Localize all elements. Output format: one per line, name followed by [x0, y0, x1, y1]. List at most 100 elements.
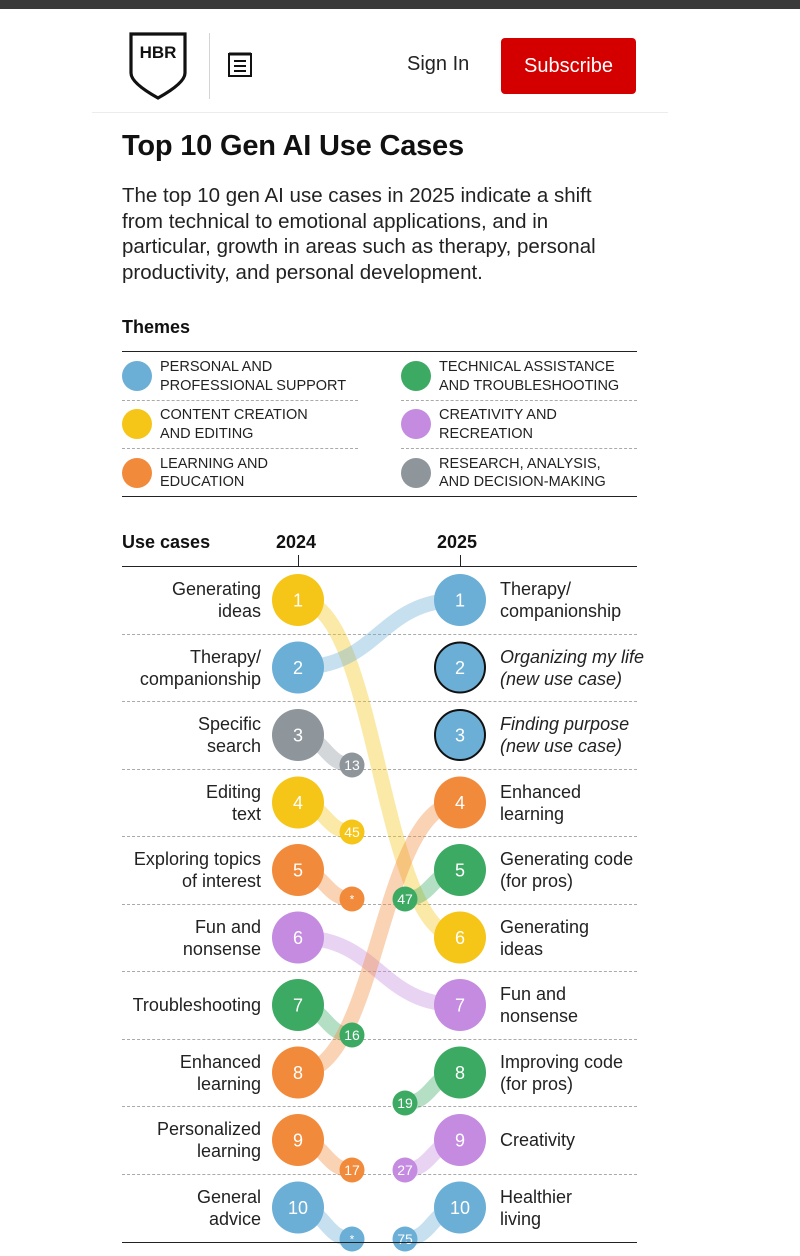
- theme-separator: [401, 448, 637, 450]
- year-2024-tick: [298, 555, 299, 567]
- flow-2024-rank-8: [290, 795, 468, 1080]
- use-case-2024-label: Personalized learning: [156, 1119, 261, 1161]
- use-case-2025-label: Finding purpose (new use case): [500, 714, 630, 756]
- theme-separator: [401, 400, 637, 401]
- theme-creativity: Creativity and recreation: [401, 400, 631, 448]
- rank-2025-circle-7-circle: [434, 979, 486, 1031]
- rank-2024-circle-10: 10: [272, 1181, 324, 1234]
- use-case-2025-label: Generating code (for pros): [500, 849, 634, 891]
- exit-marker-17-circle: [339, 1157, 365, 1183]
- rank-2025-circle-10-text: 10: [450, 1198, 470, 1218]
- rank-2025-circle-6-text: 6: [455, 928, 465, 948]
- rank-2024-circle-5-text: 5: [293, 860, 303, 880]
- rank-2024-circle-5-circle: [272, 844, 324, 896]
- rank-2025-circle-1-circle: [434, 574, 486, 626]
- rank-2025-circle-6: 6: [434, 911, 486, 964]
- theme-learning: Learning and education: [122, 449, 352, 497]
- use-case-2025-label: Improving code (for pros): [500, 1051, 624, 1094]
- sign-in-link[interactable]: Sign In: [407, 53, 470, 75]
- exit-marker-13: 13: [339, 752, 365, 778]
- rank-2025-circle-3: 3: [434, 709, 486, 761]
- row-separator: [122, 1106, 637, 1107]
- use-case-2025-label: Fun and nonsense: [500, 984, 579, 1026]
- exit-marker-45-text: 45: [344, 824, 360, 840]
- rank-2024-circle-3: 3: [272, 709, 324, 761]
- rank-2024-circle-8-circle: [272, 1046, 324, 1099]
- rank-2025-circle-6-circle: [434, 911, 486, 964]
- rank-2025-circle-2: 2: [434, 641, 486, 694]
- use-case-2024-label: General advice: [196, 1186, 261, 1229]
- exit-marker-asterisk: *: [339, 1226, 365, 1252]
- rank-2025-circle-3-text: 3: [455, 725, 465, 745]
- theme-content: Content creation and editing: [122, 400, 352, 448]
- rank-2024-circle-7: 7: [272, 979, 324, 1031]
- article-description: The top 10 gen AI use cases in 2025 indi…: [122, 184, 596, 284]
- entry-marker-47-text: 47: [397, 891, 413, 907]
- use-case-2025-label: Healthier living: [500, 1186, 573, 1229]
- use-case-2025-label: Organizing my life (new use case): [500, 646, 645, 689]
- rank-2024-circle-2-circle: [272, 641, 324, 694]
- use-case-2024-label: Generating ideas: [171, 579, 261, 621]
- theme-personal: Personal and professional support: [122, 352, 352, 400]
- rank-2025-circle-9: 9: [434, 1114, 486, 1166]
- entry-marker-27-text: 27: [397, 1162, 413, 1178]
- theme-label: Content creation and editing: [160, 407, 308, 442]
- rank-2024-circle-8-text: 8: [293, 1063, 303, 1083]
- rank-2024-circle-5: 5: [272, 844, 324, 896]
- rank-2024-circle-3-circle: [272, 709, 324, 761]
- rank-2025-circle-9-text: 9: [455, 1130, 465, 1150]
- rank-2025-circle-3-circle: [434, 709, 486, 761]
- rank-2024-circle-4-circle: [272, 776, 324, 829]
- rank-2024-circle-9-text: 9: [293, 1130, 303, 1150]
- article-title: Top 10 Gen AI Use Cases: [122, 130, 464, 162]
- use-case-2024-label: Therapy/companionship: [139, 646, 261, 689]
- row-separator: [122, 1173, 637, 1175]
- year-2025-tick: [460, 555, 461, 567]
- rank-2024-circle-4-text: 4: [293, 793, 303, 813]
- row-separator: [122, 701, 637, 702]
- rank-2024-circle-1-text: 1: [293, 590, 303, 610]
- exit-marker-45: 45: [339, 819, 365, 845]
- rank-2024-circle-6-text: 6: [293, 928, 303, 948]
- year-2024-label: 2024: [276, 532, 317, 552]
- use-case-2024-label: Enhanced learning: [179, 1051, 261, 1094]
- row-separator: [122, 971, 637, 972]
- use-cases-top-rule: [122, 566, 637, 567]
- rank-2025-circle-10-circle: [434, 1181, 486, 1234]
- entry-marker-27-circle: [392, 1157, 418, 1183]
- hbr-logo[interactable]: HBR: [128, 31, 188, 101]
- use-case-2025-label: Creativity: [500, 1130, 576, 1150]
- menu-icon[interactable]: [226, 51, 254, 79]
- use-cases-heading: Use cases: [122, 532, 211, 552]
- rank-2025-circle-9-circle: [434, 1114, 486, 1166]
- rank-2024-circle-2: 2: [272, 641, 324, 694]
- use-case-2025-label: Enhanced learning: [500, 781, 582, 824]
- row-separator: [122, 1038, 637, 1040]
- row-separator: [122, 836, 637, 837]
- theme-label: Research, analysis, and decision-making: [439, 455, 606, 491]
- row-separator: [122, 633, 637, 635]
- exit-marker-16-circle: [339, 1022, 365, 1048]
- rank-2025-circle-5-text: 5: [455, 860, 465, 880]
- rank-2024-circle-1: 1: [272, 574, 324, 626]
- subscribe-button[interactable]: Subscribe: [501, 38, 636, 94]
- rank-2025-circle-10: 10: [434, 1181, 486, 1234]
- rank-2024-circle-7-circle: [272, 979, 324, 1031]
- entry-marker-27: 27: [392, 1157, 418, 1183]
- exit-marker-asterisk: *: [339, 886, 365, 912]
- exit-marker-asterisk-circle: [339, 1226, 365, 1252]
- rank-2025-circle-5-circle: [434, 844, 486, 896]
- themes-top-rule: [122, 351, 637, 352]
- rank-2025-circle-1: 1: [434, 574, 486, 626]
- row-separator: [122, 903, 637, 905]
- flow-2024-rank-6: [290, 930, 468, 1013]
- theme-swatch-content: [122, 409, 152, 440]
- exit-marker-16: 16: [339, 1022, 365, 1048]
- use-case-2024-label: Fun and nonsense: [182, 916, 261, 959]
- rank-2024-circle-4: 4: [272, 776, 324, 829]
- rank-2024-circle-2-text: 2: [293, 658, 303, 678]
- logo-text: HBR: [140, 43, 177, 62]
- exit-marker-asterisk-text: *: [350, 892, 355, 906]
- exit-marker-asterisk-text: *: [350, 1232, 355, 1246]
